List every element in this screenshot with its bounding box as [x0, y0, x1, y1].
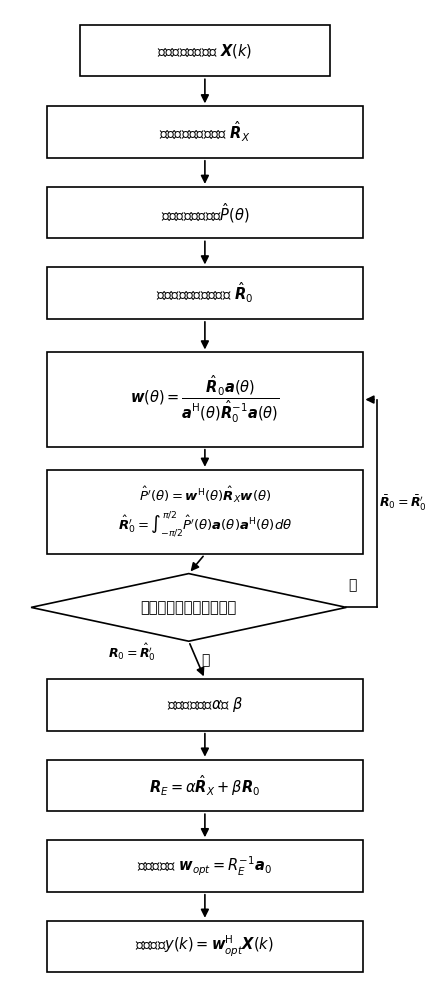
- Text: 计算采样协方差矩阵 $\hat{\boldsymbol{R}}_X$: 计算采样协方差矩阵 $\hat{\boldsymbol{R}}_X$: [159, 120, 250, 144]
- Text: 初始化先验协方差矩阵 $\hat{\boldsymbol{R}}_0$: 初始化先验协方差矩阵 $\hat{\boldsymbol{R}}_0$: [156, 281, 253, 305]
- Text: 阵列天线接收数据 $\boldsymbol{X}(k)$: 阵列天线接收数据 $\boldsymbol{X}(k)$: [157, 42, 253, 60]
- Text: $\boldsymbol{w}(\theta) = \dfrac{\hat{\boldsymbol{R}}_0\boldsymbol{a}(\theta)}{\: $\boldsymbol{w}(\theta) = \dfrac{\hat{\b…: [130, 374, 279, 425]
- Text: 计算权矢量 $\boldsymbol{w}_{opt} = R_E^{-1}\boldsymbol{a}_0$: 计算权矢量 $\boldsymbol{w}_{opt} = R_E^{-1}\b…: [138, 854, 273, 878]
- Text: 先验协方差矩阵是否稳定: 先验协方差矩阵是否稳定: [141, 600, 237, 615]
- Text: $\hat{P}'(\theta) = \boldsymbol{w}^{\mathrm{H}}(\theta)\hat{\boldsymbol{R}}_X\bo: $\hat{P}'(\theta) = \boldsymbol{w}^{\mat…: [118, 485, 292, 539]
- FancyBboxPatch shape: [47, 760, 362, 811]
- Text: 计算加权系数$\alpha$和 $\beta$: 计算加权系数$\alpha$和 $\beta$: [167, 695, 243, 714]
- FancyBboxPatch shape: [47, 106, 362, 158]
- Text: 阵列输出$y(k) = \boldsymbol{w}^{\mathrm{H}}_{opt}\boldsymbol{X}(k)$: 阵列输出$y(k) = \boldsymbol{w}^{\mathrm{H}}_…: [135, 934, 274, 959]
- FancyBboxPatch shape: [79, 25, 330, 76]
- Text: 否: 否: [349, 578, 357, 592]
- Text: $\boldsymbol{R}_E = \alpha\hat{\boldsymbol{R}}_X + \beta\boldsymbol{R}_0$: $\boldsymbol{R}_E = \alpha\hat{\boldsymb…: [149, 773, 260, 798]
- FancyBboxPatch shape: [47, 840, 362, 892]
- Text: 初始化能量谱密度$\hat{P}(\theta)$: 初始化能量谱密度$\hat{P}(\theta)$: [161, 201, 249, 225]
- Text: $\bar{\boldsymbol{R}}_0 = \bar{\boldsymbol{R}}_0'$: $\bar{\boldsymbol{R}}_0 = \bar{\boldsymb…: [379, 494, 427, 513]
- FancyBboxPatch shape: [47, 352, 362, 447]
- FancyBboxPatch shape: [47, 470, 362, 554]
- FancyBboxPatch shape: [47, 187, 362, 238]
- Polygon shape: [31, 574, 346, 641]
- FancyBboxPatch shape: [47, 267, 362, 319]
- FancyBboxPatch shape: [47, 679, 362, 731]
- FancyBboxPatch shape: [47, 921, 362, 972]
- Text: $\boldsymbol{R}_0 = \hat{\boldsymbol{R}}_0'$: $\boldsymbol{R}_0 = \hat{\boldsymbol{R}}…: [108, 641, 156, 663]
- Text: 是: 是: [201, 653, 209, 667]
